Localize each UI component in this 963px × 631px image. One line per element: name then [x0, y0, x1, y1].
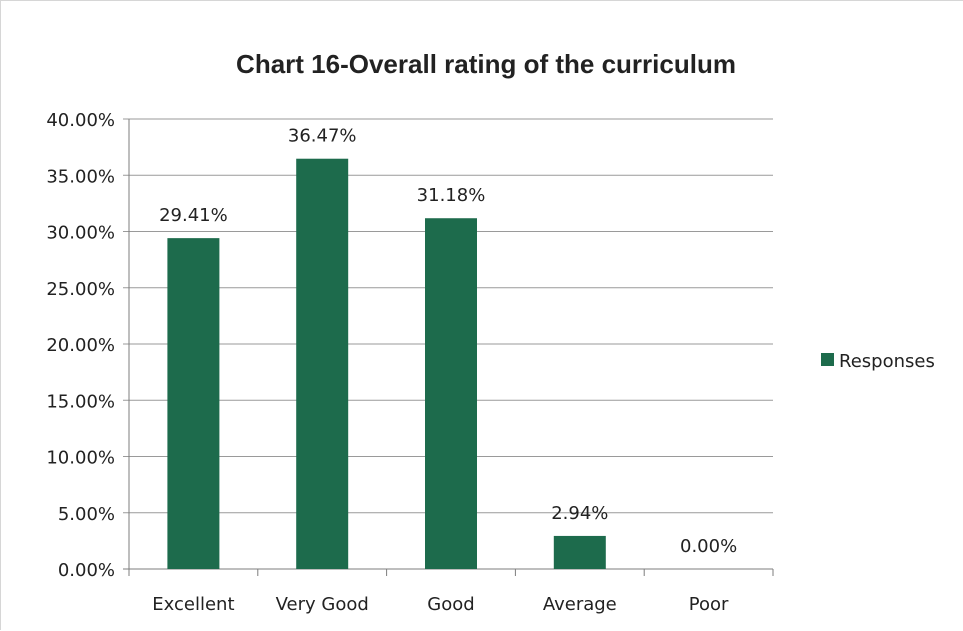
x-tick-label: Average	[543, 594, 617, 615]
bar-very-good	[296, 158, 349, 569]
x-axis-ticks: Excellent Very Good Good Average Poor	[128, 569, 774, 615]
y-tick-label: 25.00%	[46, 279, 115, 300]
y-tick-label: 35.00%	[46, 166, 115, 187]
data-label: 31.18%	[417, 185, 486, 206]
chart-title: Chart 16-Overall rating of the curriculu…	[236, 49, 736, 79]
bar-good	[425, 218, 477, 569]
x-tick-label: Poor	[689, 594, 729, 615]
y-tick-label: 5.00%	[58, 504, 115, 525]
x-tick-label: Excellent	[152, 594, 234, 615]
x-tick-label: Very Good	[276, 594, 369, 615]
data-label: 29.41%	[159, 205, 228, 226]
data-label: 2.94%	[551, 503, 608, 524]
y-tick-label: 30.00%	[46, 223, 115, 244]
data-label: 0.00%	[680, 536, 737, 557]
legend-swatch-responses	[821, 353, 834, 366]
bar-excellent	[167, 238, 220, 569]
legend-label-responses: Responses	[839, 351, 935, 372]
data-label: 36.47%	[288, 126, 357, 147]
y-tick-label: 10.00%	[46, 448, 115, 469]
bar-average	[553, 535, 606, 569]
bars	[167, 158, 606, 569]
y-tick-label: 0.00%	[58, 560, 115, 581]
data-labels: 29.41% 36.47% 31.18% 2.94% 0.00%	[159, 126, 737, 557]
y-axis-ticks: 0.00% 5.00% 10.00% 15.00% 20.00% 25.00% 30.00%…	[46, 110, 115, 581]
y-tick-label: 15.00%	[46, 391, 115, 412]
y-tick-label: 40.00%	[46, 110, 115, 131]
y-tick-label: 20.00%	[46, 335, 115, 356]
legend: Responses	[821, 351, 935, 372]
x-tick-label: Good	[427, 594, 474, 615]
